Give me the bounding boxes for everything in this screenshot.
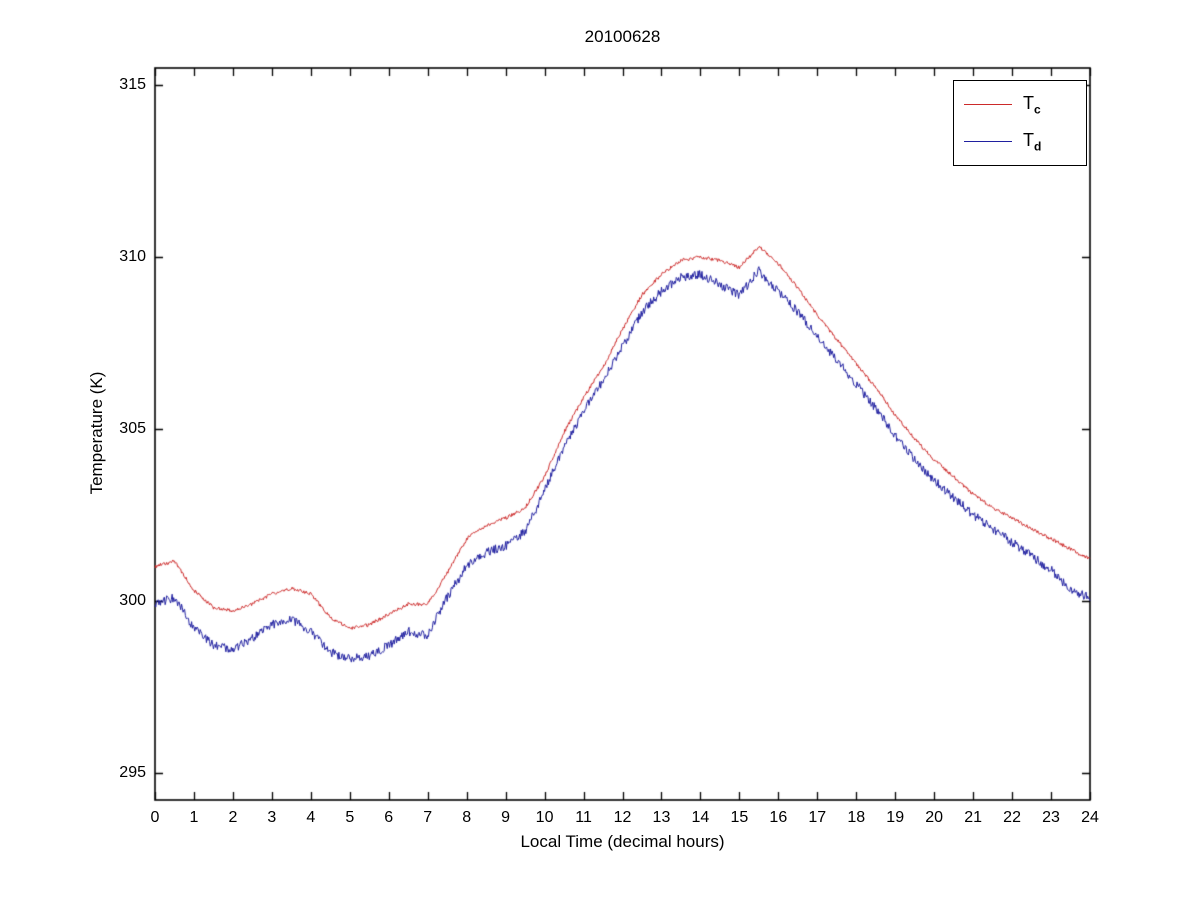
x-tick-label: 8 <box>462 809 472 826</box>
x-tick-label: 5 <box>345 809 355 826</box>
x-tick-label: 24 <box>1081 809 1099 826</box>
x-axis-label: Local Time (decimal hours) <box>520 832 725 851</box>
x-tick-label: 23 <box>1042 809 1060 826</box>
x-tick-label: 17 <box>808 809 827 826</box>
chart-title: 20100628 <box>584 27 661 46</box>
x-tick-label: 4 <box>306 809 316 826</box>
x-tick-label: 15 <box>730 809 749 826</box>
x-tick-label: 3 <box>267 809 277 826</box>
x-tick-label: 11 <box>575 809 592 826</box>
tc-line-swatch <box>964 104 1012 105</box>
legend-label-td: Td <box>1023 129 1042 154</box>
x-tick-label: 0 <box>150 809 160 826</box>
x-tick-label: 21 <box>964 809 983 826</box>
x-tick-label: 14 <box>691 809 710 826</box>
legend-label-tc: Tc <box>1023 92 1041 117</box>
x-tick-label: 18 <box>847 809 866 826</box>
y-axis-label: Temperature (K) <box>87 371 106 495</box>
y-tick-label: 310 <box>119 248 146 265</box>
x-tick-label: 10 <box>535 809 554 826</box>
y-tick-label: 300 <box>119 591 146 609</box>
x-tick-label: 1 <box>189 809 199 826</box>
td-line-swatch <box>964 141 1012 142</box>
legend: Tc Td <box>953 80 1087 166</box>
x-tick-label: 16 <box>769 809 788 826</box>
x-tick-label: 12 <box>613 809 632 826</box>
y-tick-label: 315 <box>119 76 146 94</box>
x-tick-label: 19 <box>886 809 905 826</box>
y-tick-label: 295 <box>119 763 146 781</box>
legend-item-td: Td <box>954 123 1086 160</box>
y-tick-label: 305 <box>119 419 146 437</box>
x-tick-label: 2 <box>228 809 238 826</box>
x-tick-label: 22 <box>1003 809 1021 826</box>
x-tick-label: 7 <box>423 809 433 826</box>
legend-item-tc: Tc <box>954 86 1086 123</box>
x-tick-label: 9 <box>501 809 511 826</box>
x-tick-label: 6 <box>384 809 394 826</box>
x-tick-label: 20 <box>925 809 944 826</box>
x-tick-label: 13 <box>652 809 671 826</box>
